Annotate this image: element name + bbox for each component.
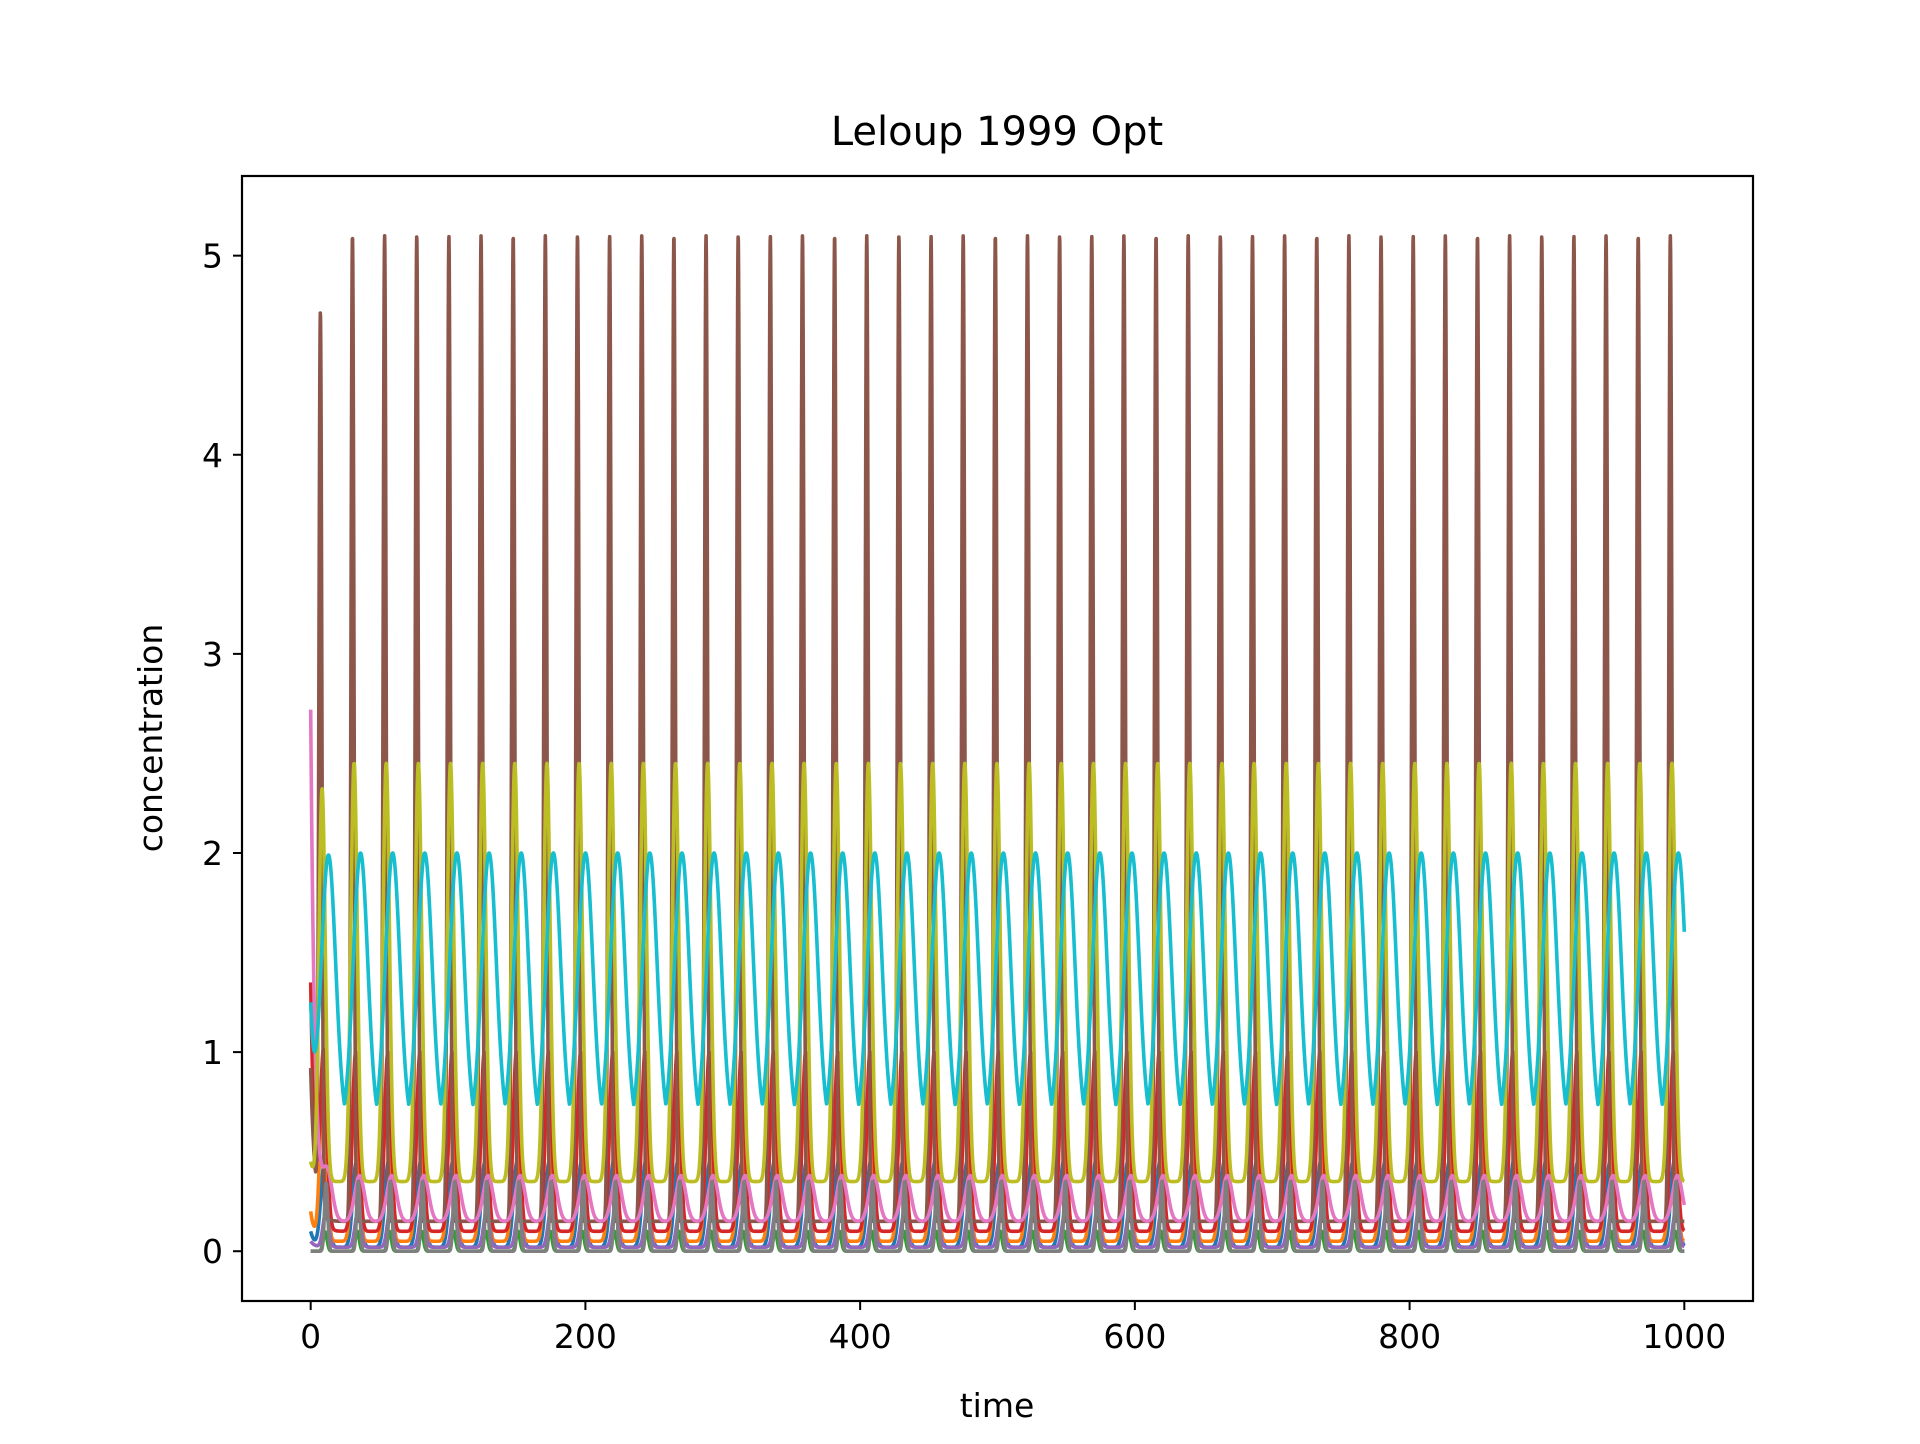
series-line-8 <box>309 1179 1686 1254</box>
plot-frame <box>240 174 1755 1303</box>
y-tick-label: 4 <box>202 436 223 475</box>
x-axis: 0 200 400 600 800 1000 <box>300 1301 1726 1356</box>
y-tick-label: 2 <box>202 834 223 873</box>
x-tick-label: 400 <box>829 1317 892 1356</box>
x-tick-label: 0 <box>300 1317 321 1356</box>
series-line-10 <box>308 851 1687 1107</box>
series-line-9 <box>308 761 1686 1184</box>
y-tick-label: 1 <box>202 1033 223 1072</box>
x-tick-label: 200 <box>554 1317 617 1356</box>
series-line-7 <box>308 709 1687 1223</box>
series-group <box>308 234 1687 1254</box>
y-axis: 0 1 2 3 4 5 <box>202 237 242 1271</box>
y-tick-label: 5 <box>202 237 223 276</box>
x-tick-label: 1000 <box>1642 1317 1726 1356</box>
y-tick-label: 3 <box>202 635 223 674</box>
y-tick-label: 0 <box>202 1232 223 1271</box>
x-tick-label: 600 <box>1103 1317 1166 1356</box>
y-axis-label: concentration <box>131 624 170 853</box>
chart-title: Leloup 1999 Opt <box>831 109 1163 155</box>
x-axis-label: time <box>960 1386 1035 1425</box>
x-tick-label: 800 <box>1378 1317 1441 1356</box>
